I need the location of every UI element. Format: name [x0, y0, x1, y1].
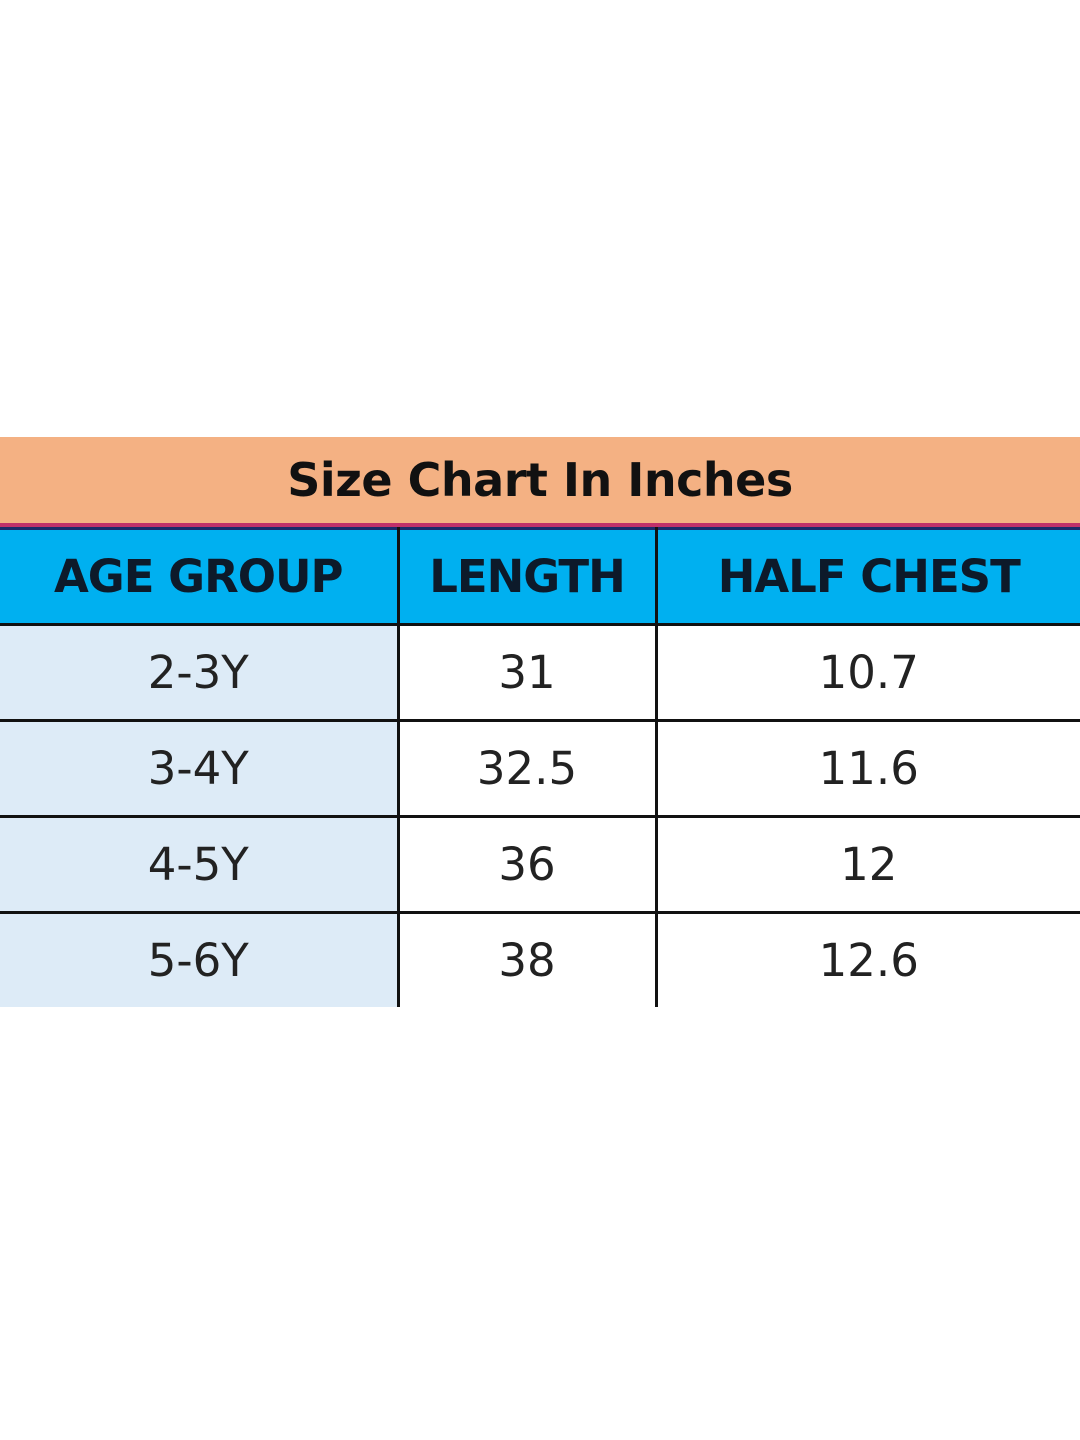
table-row: 2-3Y 31 10.7 — [0, 623, 1080, 722]
age-cell: 4-5Y — [0, 815, 400, 914]
half-chest-cell: 11.6 — [654, 719, 1080, 818]
half-chest-cell: 12 — [654, 815, 1080, 914]
length-cell: 36 — [396, 815, 658, 914]
size-chart: Size Chart In Inches AGE GROUP LENGTH HA… — [0, 437, 1080, 1007]
length-cell: 38 — [396, 911, 658, 1007]
header-half-chest: HALF CHEST — [654, 527, 1080, 626]
table-row: 5-6Y 38 12.6 — [0, 911, 1080, 1007]
header-length: LENGTH — [396, 527, 658, 626]
size-table: AGE GROUP LENGTH HALF CHEST 2-3Y 31 10.7… — [0, 527, 1080, 1007]
length-cell: 31 — [396, 623, 658, 722]
age-cell: 2-3Y — [0, 623, 400, 722]
half-chest-cell: 10.7 — [654, 623, 1080, 722]
length-cell: 32.5 — [396, 719, 658, 818]
header-row: AGE GROUP LENGTH HALF CHEST — [0, 527, 1080, 626]
table-row: 3-4Y 32.5 11.6 — [0, 719, 1080, 818]
chart-title: Size Chart In Inches — [0, 437, 1080, 527]
table-row: 4-5Y 36 12 — [0, 815, 1080, 914]
age-cell: 5-6Y — [0, 911, 400, 1007]
age-cell: 3-4Y — [0, 719, 400, 818]
header-age-group: AGE GROUP — [0, 527, 400, 626]
half-chest-cell: 12.6 — [654, 911, 1080, 1007]
